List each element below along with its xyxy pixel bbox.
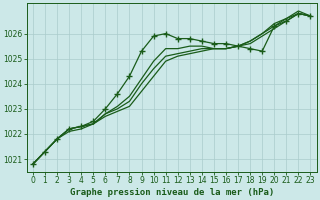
X-axis label: Graphe pression niveau de la mer (hPa): Graphe pression niveau de la mer (hPa) bbox=[69, 188, 274, 197]
